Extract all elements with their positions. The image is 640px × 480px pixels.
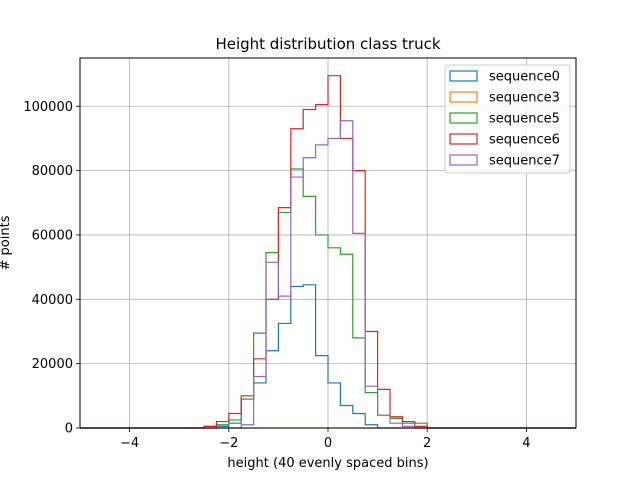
legend-swatch [449, 133, 478, 145]
legend-swatch [449, 91, 478, 103]
y-tick-label: 20000 [32, 357, 73, 372]
y-tick-label: 40000 [32, 293, 73, 308]
legend: sequence0 sequence3 sequence5 sequence6 sequ… [444, 64, 571, 174]
x-tick-label: 0 [324, 436, 332, 451]
y-axis-ticks: 0 20000 40000 60000 80000 100000 [23, 100, 80, 437]
legend-label: sequence6 [489, 133, 560, 148]
legend-label: sequence5 [489, 112, 560, 127]
legend-swatch [449, 70, 478, 82]
x-tick-label: −4 [120, 436, 139, 451]
x-axis-ticks: −4 −2 0 2 4 [120, 428, 531, 451]
y-tick-label: 100000 [23, 100, 73, 115]
y-axis-label: # points [0, 215, 13, 270]
legend-label: sequence0 [489, 70, 560, 85]
chart-title: Height distribution class truck [215, 35, 440, 53]
legend-swatch [449, 154, 478, 166]
y-tick-label: 60000 [32, 228, 73, 243]
x-tick-label: 4 [522, 436, 530, 451]
x-tick-label: 2 [423, 436, 431, 451]
y-tick-label: 80000 [32, 164, 73, 179]
legend-label: sequence7 [489, 154, 560, 169]
y-tick-label: 0 [65, 422, 73, 437]
x-tick-label: −2 [219, 436, 238, 451]
x-axis-label: height (40 evenly spaced bins) [227, 456, 428, 471]
legend-label: sequence3 [489, 91, 560, 106]
legend-swatch [449, 112, 478, 124]
